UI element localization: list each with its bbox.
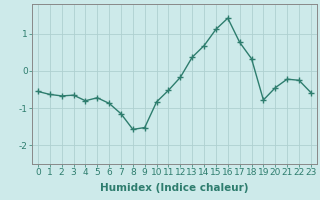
X-axis label: Humidex (Indice chaleur): Humidex (Indice chaleur) [100,183,249,193]
